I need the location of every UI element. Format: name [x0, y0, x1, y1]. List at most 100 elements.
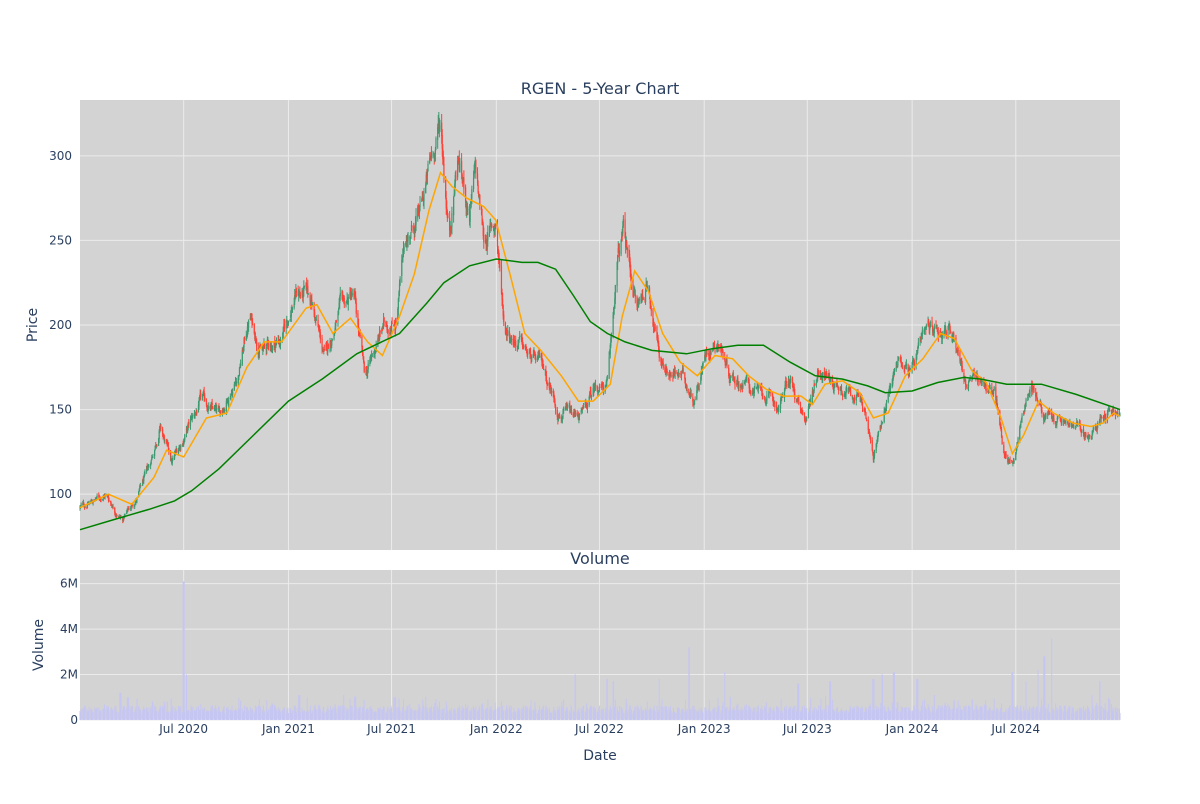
volume-bar — [248, 710, 250, 720]
volume-bar — [845, 710, 847, 720]
candle-body — [271, 346, 274, 352]
candle-body — [206, 405, 208, 410]
volume-bar — [148, 707, 150, 720]
volume-bar — [674, 711, 676, 720]
volume-bar — [1035, 709, 1037, 720]
candle-body — [733, 377, 735, 380]
candle-body — [341, 291, 344, 299]
volume-bar — [422, 705, 424, 720]
volume-bar — [776, 706, 778, 720]
candle-body — [323, 349, 325, 352]
volume-bar — [418, 705, 420, 720]
candle-body — [960, 358, 962, 360]
candle-body — [596, 386, 598, 389]
volume-bar — [263, 710, 265, 720]
volume-bar — [139, 709, 141, 720]
candle-body — [1056, 417, 1058, 421]
volume-bar — [909, 710, 911, 720]
candle-body — [90, 499, 92, 502]
volume-bar — [500, 701, 502, 720]
volume-bar — [606, 679, 608, 720]
volume-bar — [1118, 708, 1120, 720]
candle-body — [1106, 412, 1109, 421]
volume-bar — [865, 711, 867, 720]
volume-bar — [422, 699, 424, 720]
candle-body — [684, 377, 687, 385]
volume-bar — [690, 708, 692, 720]
volume-bar — [389, 711, 391, 720]
candle-body — [179, 446, 181, 449]
candle-body — [222, 410, 225, 412]
candle-body — [496, 225, 499, 247]
volume-bar — [1075, 710, 1077, 720]
volume-bar — [541, 710, 543, 720]
candle-body — [875, 444, 877, 451]
volume-bar — [246, 707, 248, 720]
volume-bar — [728, 708, 730, 720]
volume-bar — [985, 700, 987, 720]
volume-bar — [1080, 710, 1082, 720]
candle-body — [692, 397, 694, 402]
candle-body — [398, 283, 401, 292]
volume-bar — [527, 708, 529, 720]
candle-body — [417, 207, 419, 210]
volume-bar — [301, 708, 303, 720]
candle-body — [592, 387, 594, 395]
candle-body — [498, 258, 500, 263]
candle-body — [283, 324, 286, 329]
volume-bar — [1073, 712, 1075, 720]
volume-bar — [697, 712, 699, 720]
candle-body — [991, 391, 994, 393]
volume-bar — [1035, 706, 1037, 720]
volume-bar — [361, 712, 363, 720]
candle-body — [576, 412, 578, 416]
volume-bar — [1111, 707, 1113, 720]
volume-bar — [90, 709, 92, 720]
candle-body — [262, 344, 264, 350]
volume-bar — [473, 708, 475, 720]
volume-bar — [545, 705, 547, 720]
volume-bar — [700, 710, 702, 720]
volume-bar — [298, 695, 300, 720]
candle-body — [622, 226, 624, 234]
candle-body — [1003, 453, 1005, 455]
volume-bar — [945, 705, 947, 720]
candle-body — [474, 162, 476, 169]
volume-bar — [394, 708, 396, 720]
volume-bar — [968, 705, 970, 720]
volume-bar — [115, 712, 117, 720]
candle-body — [734, 380, 736, 385]
candle-body — [793, 386, 795, 393]
volume-bar — [311, 713, 313, 720]
candle-body — [943, 329, 946, 333]
candle-body — [752, 388, 754, 393]
candle-body — [130, 508, 132, 510]
volume-bar — [594, 712, 596, 720]
volume-bar — [319, 705, 321, 720]
volume-bar — [313, 706, 315, 720]
volume-bar — [401, 712, 403, 720]
candle-body — [414, 223, 417, 229]
candle-body — [984, 383, 986, 385]
candle-body — [876, 442, 878, 444]
volume-bar — [282, 709, 284, 720]
volume-bar — [1032, 706, 1034, 720]
volume-bar — [180, 706, 182, 720]
volume-bar — [773, 707, 775, 720]
volume-bar — [909, 708, 911, 720]
volume-bar — [827, 705, 829, 720]
volume-bar — [1083, 711, 1085, 720]
volume-bar — [714, 707, 716, 720]
candle-body — [107, 497, 110, 501]
candle-body — [208, 405, 210, 410]
volume-bar — [477, 709, 479, 720]
volume-bar — [353, 712, 355, 720]
candle-body — [959, 359, 962, 361]
volume-bar — [1056, 710, 1058, 720]
candle-body — [912, 360, 914, 365]
candle-body — [191, 416, 193, 420]
volume-bar — [433, 707, 435, 720]
volume-y-tick-label: 2M — [60, 668, 78, 682]
volume-bar — [79, 711, 81, 720]
volume-bar — [859, 709, 861, 720]
